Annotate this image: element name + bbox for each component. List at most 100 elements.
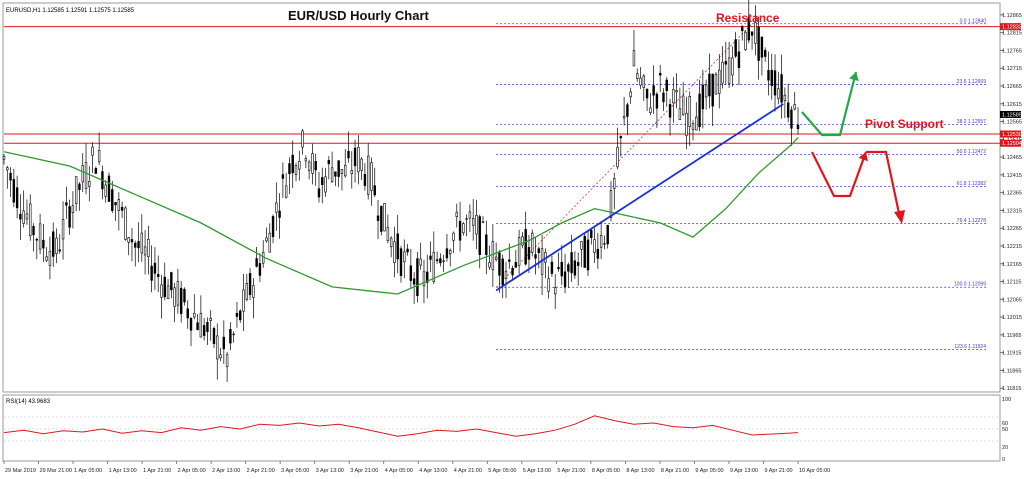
rsi-axis-label: 0 — [1002, 457, 1005, 463]
candle-body — [531, 232, 534, 253]
candle-body — [370, 162, 373, 191]
candle-body — [170, 272, 173, 291]
candle-body — [685, 112, 688, 136]
candle-body — [747, 17, 750, 41]
candle-body — [278, 210, 281, 218]
current-price-label: 1.12585 — [1002, 112, 1022, 118]
candle-body — [550, 261, 554, 274]
candle-body — [471, 218, 475, 226]
horizontal-levels: 1.12832 1.12530 1.12504 1.12585 — [4, 23, 1022, 147]
fib-level-label: 50.0 1.12472 — [957, 149, 986, 155]
candle-body — [593, 239, 596, 253]
price-axis-label: 1.12015 — [1002, 315, 1022, 321]
candle-body — [485, 234, 488, 255]
candle-body — [626, 104, 629, 117]
candle-body — [334, 171, 337, 177]
candle-body — [2, 156, 6, 160]
time-axis-label: 9 Apr 21:00 — [764, 468, 792, 474]
candle-body — [508, 259, 511, 262]
candle-body — [301, 130, 304, 148]
time-axis-label: 2 Apr 13:00 — [212, 468, 240, 474]
candle-body — [560, 261, 563, 277]
candle-body — [724, 61, 728, 65]
candle-body — [458, 220, 462, 241]
level-price-tag-label: 1.12832 — [1002, 25, 1022, 31]
candle-body — [78, 183, 81, 190]
candle-body — [22, 210, 25, 224]
level-price-tag — [1000, 139, 1021, 147]
candle-body — [107, 175, 111, 202]
price-axis-label: 1.12815 — [1002, 31, 1022, 37]
candle-body — [616, 146, 619, 168]
candle-body — [153, 262, 157, 274]
fib-level-label: 123.6 1.11924 — [954, 344, 986, 350]
price-axis-label: 1.12615 — [1002, 102, 1022, 108]
time-axis-label: 1 Apr 21:00 — [143, 468, 171, 474]
candle-body — [409, 265, 413, 281]
time-axis-label: 3 Apr 13:00 — [316, 468, 344, 474]
time-axis-label: 9 Apr 13:00 — [730, 468, 758, 474]
candle-body — [422, 271, 426, 287]
price-axis-label: 1.12715 — [1002, 66, 1022, 72]
price-axis-label: 1.12565 — [1002, 120, 1022, 126]
candle-body — [163, 276, 166, 298]
candle-body — [288, 163, 291, 175]
candle-body — [645, 88, 649, 99]
candle-body — [698, 93, 701, 128]
candle-body — [176, 281, 180, 306]
candle-body — [294, 164, 298, 175]
price-axis-label: 1.12665 — [1002, 84, 1022, 90]
candle-body — [340, 169, 344, 174]
candle-body — [19, 213, 22, 220]
price-axis: 1.12865 1.12815 1.12765 1.12715 1.12665 1.126… — [999, 3, 1022, 392]
candle-body — [183, 288, 186, 303]
time-axis-label: 3 Apr 05:00 — [281, 468, 309, 474]
candle-body — [55, 237, 58, 255]
candle-body — [636, 73, 639, 79]
candle-body — [557, 267, 560, 270]
rsi-label: RSI(14) 43.9683 — [6, 399, 51, 405]
symbol-info: EURUSD,H1 1.12585 1.12591 1.12575 1.1258… — [6, 8, 135, 14]
level-price-tag — [1000, 130, 1021, 138]
candle-body — [672, 89, 675, 104]
candle-body — [396, 233, 399, 260]
candle-body — [52, 231, 55, 257]
candle-body — [268, 232, 271, 253]
candle-body — [786, 102, 790, 118]
time-axis-label: 3 Apr 21:00 — [350, 468, 378, 474]
price-axis-label: 1.12465 — [1002, 155, 1022, 161]
candle-body — [639, 77, 642, 86]
time-axis-label: 8 Apr 05:00 — [592, 468, 620, 474]
candle-body — [527, 247, 531, 260]
time-axis-label: 1 Apr 13:00 — [109, 468, 137, 474]
candle-body — [517, 237, 521, 266]
fib-anchor-line — [495, 23, 753, 288]
candle-body — [130, 239, 134, 243]
candle-body — [708, 73, 711, 97]
candle-body — [580, 241, 583, 250]
candle-body — [344, 164, 347, 177]
candle-body — [88, 180, 91, 187]
candle-body — [711, 73, 714, 107]
rsi-axis-label: 20 — [1002, 445, 1008, 451]
price-axis-label: 1.11965 — [1002, 333, 1021, 339]
candle-body — [570, 252, 573, 274]
candle-body — [763, 50, 767, 57]
candle-body — [426, 271, 429, 283]
time-axis-label: 10 Apr 05:00 — [799, 468, 830, 474]
candle-body — [429, 255, 432, 260]
time-axis-label: 4 Apr 13:00 — [419, 468, 447, 474]
candle-body — [488, 262, 491, 268]
candle-body — [29, 203, 32, 237]
candle-body — [731, 57, 734, 76]
candle-body — [137, 241, 140, 249]
price-pane-frame — [2, 2, 1001, 393]
candle-body — [790, 109, 793, 129]
candle-body — [222, 336, 226, 350]
candle-body — [104, 184, 107, 197]
candle-body — [321, 177, 324, 185]
price-axis-label: 1.12865 — [1002, 13, 1022, 19]
candle-body — [452, 232, 455, 241]
